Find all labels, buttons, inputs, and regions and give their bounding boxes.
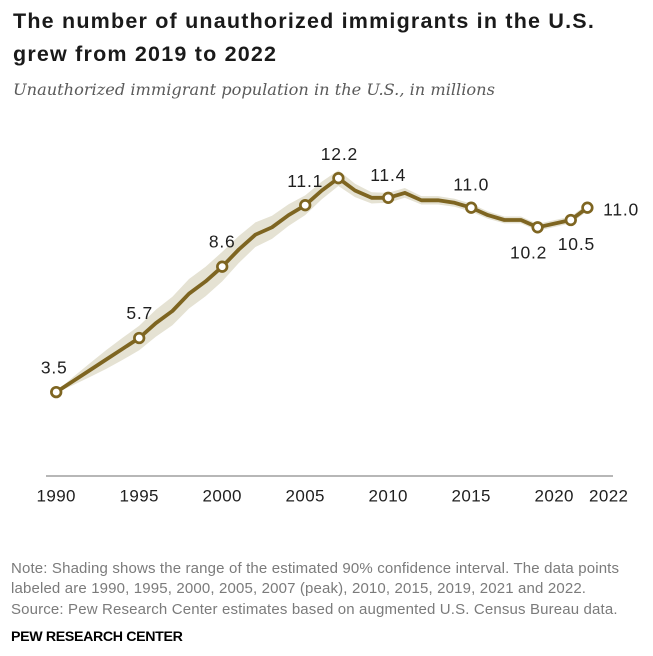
x-tick-1995: 1995 (119, 487, 158, 506)
chart-note: Note: Shading shows the range of the est… (11, 559, 651, 621)
chart-subtitle: Unauthorized immigrant population in the… (13, 80, 495, 99)
data-label-2019: 10.2 (510, 242, 547, 262)
x-tick-2000: 2000 (202, 487, 241, 506)
data-label-2000: 8.6 (209, 232, 236, 252)
source-line: Source: Pew Research Center estimates ba… (11, 600, 618, 618)
data-point-1990 (50, 385, 63, 399)
x-tick-1990: 1990 (36, 487, 75, 506)
data-label-2005: 11.1 (287, 171, 323, 191)
data-label-2015: 11.0 (453, 174, 489, 194)
note-line-1: Note: Shading shows the range of the est… (11, 559, 620, 577)
data-label-1995: 5.7 (126, 303, 153, 323)
brand-footer: PEW RESEARCH CENTER (11, 629, 183, 645)
x-tick-2010: 2010 (368, 487, 407, 506)
data-label-2007: 12.2 (321, 144, 358, 164)
x-tick-2005: 2005 (285, 487, 324, 506)
data-label-2010: 11.4 (370, 165, 406, 185)
data-label-1990: 3.5 (41, 357, 68, 377)
line-chart: 3.5 5.7 8.6 11.1 12.2 11.4 11.0 10.2 10.5 11.0 199… (36, 144, 639, 506)
data-point-2019 (531, 221, 544, 234)
data-point-2000 (216, 260, 229, 273)
data-point-2010 (382, 191, 395, 204)
note-line-2: labeled are 1990, 1995, 2000, 2005, 2007… (11, 580, 587, 597)
chart-title: The number of unauthorized immigrants in… (13, 9, 595, 66)
data-point-2015 (465, 201, 478, 214)
data-point-1995 (133, 331, 146, 345)
x-tick-2015: 2015 (451, 487, 490, 506)
data-point-2021 (564, 213, 577, 227)
data-point-2022 (581, 201, 594, 214)
data-label-2021: 10.5 (558, 234, 595, 254)
data-point-2005 (299, 199, 312, 212)
data-label-2022: 11.0 (603, 200, 639, 220)
x-tick-2022: 2022 (589, 487, 628, 506)
data-point-2007 (332, 172, 345, 185)
trend-line (54, 176, 590, 394)
x-tick-2020: 2020 (534, 487, 573, 506)
confidence-band (56, 170, 588, 393)
